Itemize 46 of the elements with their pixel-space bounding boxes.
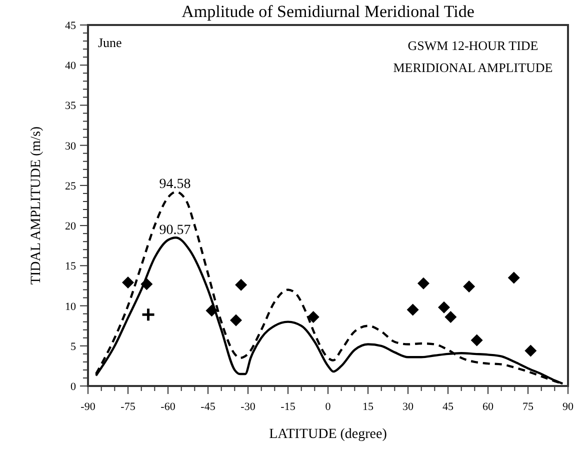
point xyxy=(470,334,483,346)
point xyxy=(508,272,520,284)
point xyxy=(438,301,450,314)
x-tick-label: -60 xyxy=(160,401,176,413)
y-tick-label: 25 xyxy=(65,180,76,192)
y-tick-label: 30 xyxy=(65,140,76,152)
point xyxy=(206,304,218,317)
x-tick-label: 90 xyxy=(562,401,574,413)
x-tick-label: -75 xyxy=(120,401,136,413)
point xyxy=(524,344,537,357)
y-tick-label: 0 xyxy=(70,381,76,393)
point xyxy=(463,280,476,293)
x-tick-label: 45 xyxy=(442,401,454,413)
chart-title: Amplitude of Semidiurnal Meridional Tide xyxy=(182,2,474,21)
y-axis-title: TIDAL AMPLITUDE (m/s) xyxy=(29,126,44,285)
annotation: 94.58 xyxy=(159,177,191,192)
x-tick-label: 15 xyxy=(362,401,374,413)
x-tick-label: -90 xyxy=(80,401,96,413)
x-tick-label: 30 xyxy=(402,401,414,413)
point xyxy=(141,307,156,322)
point xyxy=(406,304,419,316)
point xyxy=(140,278,153,290)
x-tick-label: 75 xyxy=(522,401,534,413)
y-tick-label: 20 xyxy=(65,220,76,233)
point xyxy=(230,314,242,326)
x-tick-label: 60 xyxy=(482,401,494,413)
point xyxy=(417,277,430,290)
y-tick-label: 40 xyxy=(65,60,76,72)
x-tick-label: -15 xyxy=(280,401,296,413)
x-tick-label: -45 xyxy=(200,401,216,413)
point xyxy=(307,311,320,324)
annotation: June xyxy=(98,35,122,50)
annotation: GSWM 12-HOUR TIDE xyxy=(408,38,538,53)
y-tick-label: 15 xyxy=(65,260,76,273)
y-tick-label: 10 xyxy=(65,300,76,313)
annotation: MERIDIONAL AMPLITUDE xyxy=(393,60,553,75)
y-tick-label: 35 xyxy=(65,100,76,112)
annotation: 90.57 xyxy=(159,223,191,238)
point xyxy=(444,311,457,324)
point xyxy=(122,276,134,289)
x-axis-title: LATITUDE (degree) xyxy=(269,427,388,442)
point xyxy=(235,278,248,291)
y-tick-label: 45 xyxy=(65,20,76,32)
y-tick-label: 5 xyxy=(70,340,76,353)
x-tick-label: 0 xyxy=(325,401,332,413)
x-tick-label: -30 xyxy=(240,401,256,413)
